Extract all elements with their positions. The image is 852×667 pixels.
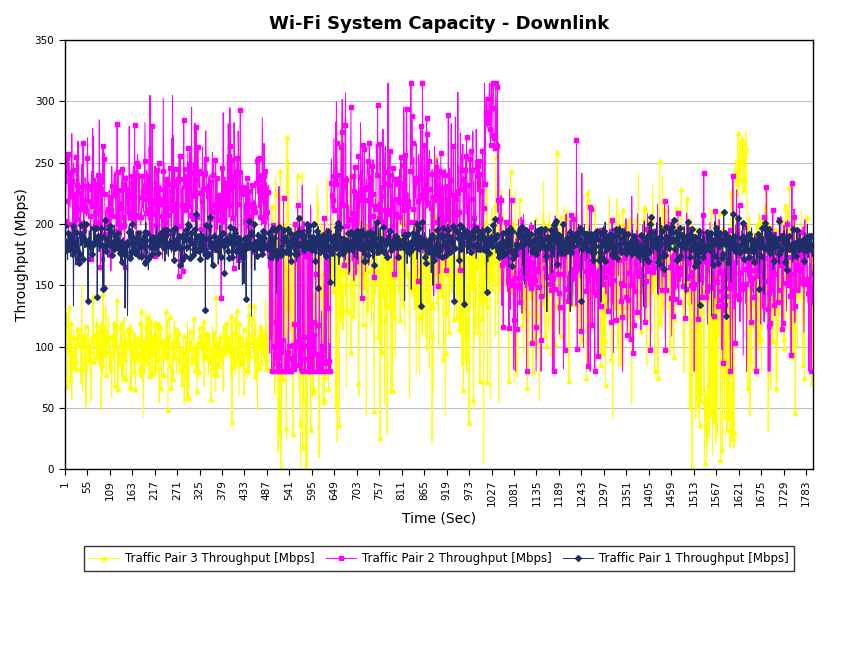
Traffic Pair 2 Throughput [Mbps] (340, 121, 350, 129)
Traffic Pair 2 Throughput [Mbps] (102, 208, 112, 216)
Line: Traffic Pair 3 Throughput [Mbps]: Traffic Pair 3 Throughput [Mbps] (62, 124, 815, 472)
Traffic Pair 1 Throughput [Mbps] (60, 222, 70, 230)
Traffic Pair 2 Throughput [Mbps] (807, 285, 817, 293)
Traffic Pair 1 Throughput [Mbps] (369, 261, 379, 269)
X-axis label: Time (Sec): Time (Sec) (401, 512, 475, 526)
Traffic Pair 1 Throughput [Mbps] (102, 253, 112, 261)
Legend: Traffic Pair 3 Throughput [Mbps], Traffic Pair 2 Throughput [Mbps], Traffic Pair: Traffic Pair 3 Throughput [Mbps], Traffi… (83, 546, 793, 571)
Traffic Pair 2 Throughput [Mbps] (267, 368, 277, 376)
Traffic Pair 2 Throughput [Mbps] (219, 197, 229, 205)
Traffic Pair 3 Throughput [Mbps] (571, 259, 581, 267)
Y-axis label: Throughput (Mbps): Throughput (Mbps) (15, 188, 29, 321)
Traffic Pair 1 Throughput [Mbps] (246, 312, 256, 320)
Traffic Pair 1 Throughput [Mbps] (219, 269, 229, 277)
Traffic Pair 1 Throughput [Mbps] (365, 230, 375, 238)
Traffic Pair 2 Throughput [Mbps] (571, 135, 581, 143)
Traffic Pair 1 Throughput [Mbps] (717, 208, 728, 216)
Traffic Pair 3 Throughput [Mbps] (335, 122, 345, 130)
Traffic Pair 1 Throughput [Mbps] (340, 240, 350, 248)
Traffic Pair 1 Throughput [Mbps] (807, 235, 817, 243)
Line: Traffic Pair 2 Throughput [Mbps]: Traffic Pair 2 Throughput [Mbps] (62, 81, 815, 374)
Line: Traffic Pair 1 Throughput [Mbps]: Traffic Pair 1 Throughput [Mbps] (62, 210, 815, 318)
Traffic Pair 2 Throughput [Mbps] (365, 171, 375, 179)
Traffic Pair 3 Throughput [Mbps] (301, 466, 311, 474)
Traffic Pair 3 Throughput [Mbps] (102, 325, 112, 334)
Traffic Pair 2 Throughput [Mbps] (369, 273, 379, 281)
Traffic Pair 3 Throughput [Mbps] (369, 266, 379, 274)
Traffic Pair 3 Throughput [Mbps] (366, 265, 376, 273)
Traffic Pair 3 Throughput [Mbps] (340, 290, 350, 298)
Title: Wi-Fi System Capacity - Downlink: Wi-Fi System Capacity - Downlink (268, 15, 608, 33)
Traffic Pair 3 Throughput [Mbps] (60, 368, 70, 376)
Traffic Pair 2 Throughput [Mbps] (60, 217, 70, 225)
Traffic Pair 2 Throughput [Mbps] (383, 79, 393, 87)
Traffic Pair 1 Throughput [Mbps] (570, 232, 580, 240)
Traffic Pair 3 Throughput [Mbps] (219, 349, 229, 357)
Traffic Pair 3 Throughput [Mbps] (807, 257, 817, 265)
